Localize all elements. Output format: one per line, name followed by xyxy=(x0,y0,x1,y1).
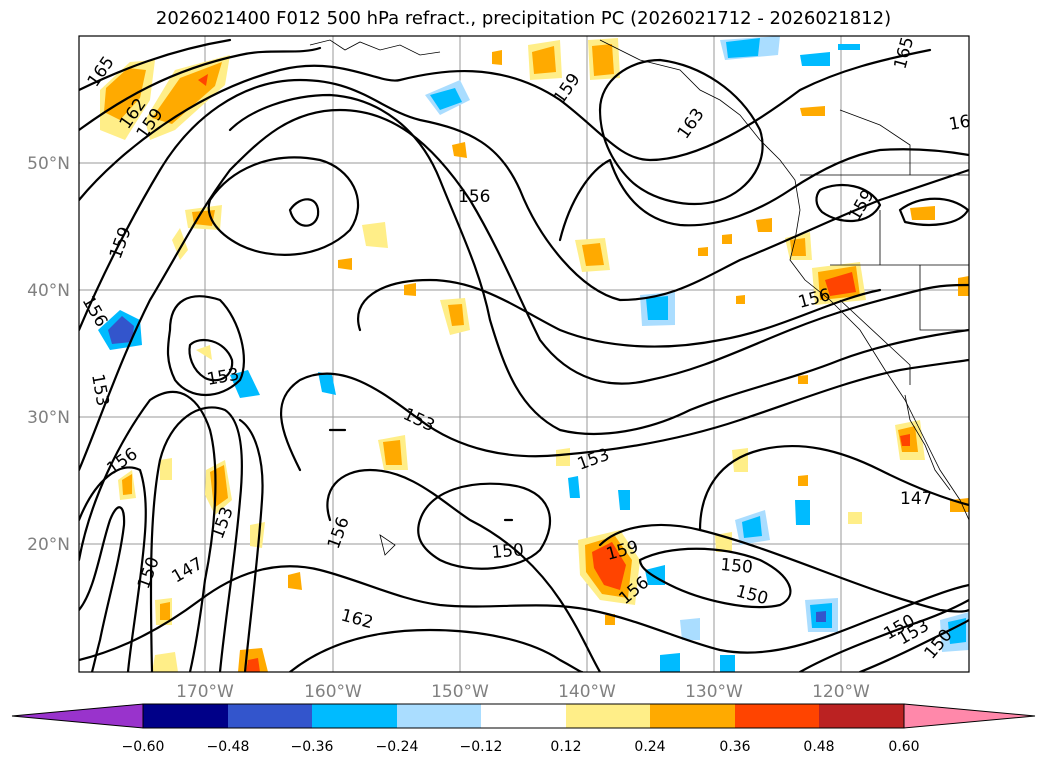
contour-label: 159 xyxy=(106,224,136,261)
contour-label: 147 xyxy=(169,554,207,588)
contour-label: 153 xyxy=(400,404,438,436)
colorbar-tick: 0.24 xyxy=(634,739,665,755)
colorbar-tick: −0.24 xyxy=(376,739,419,755)
refractivity-contours xyxy=(79,38,969,672)
lat-label: 40°N xyxy=(27,281,70,301)
contour-label: 153 xyxy=(87,372,112,407)
colorbar-tick: −0.12 xyxy=(460,739,503,755)
contour-label: 150 xyxy=(720,555,754,578)
contour-label: 150 xyxy=(134,554,164,591)
contour-label: 153 xyxy=(575,445,612,475)
lat-label: 20°N xyxy=(27,535,70,555)
lat-label: 50°N xyxy=(27,154,70,174)
contour-label: 159 xyxy=(845,186,879,224)
colorbar-tick: 0.36 xyxy=(719,739,750,755)
colorbar-swatch xyxy=(397,704,481,728)
lon-label: 160°W xyxy=(304,682,362,702)
lon-label: 120°W xyxy=(812,682,870,702)
colorbar-swatch xyxy=(11,703,144,729)
contour-label: 160 xyxy=(947,110,982,135)
colorbar-swatch xyxy=(481,704,566,728)
lon-label: 130°W xyxy=(685,682,743,702)
contour-labels: 165 162 159 159 156 153 153 156 150 147 … xyxy=(79,35,982,663)
contour-label: 163 xyxy=(674,105,709,143)
lon-label: 140°W xyxy=(558,682,616,702)
colorbar-swatch xyxy=(143,704,228,728)
contour-label: 150 xyxy=(491,540,525,563)
contour-label: 156 xyxy=(324,514,354,551)
map-frame xyxy=(78,35,970,673)
colorbar-tick: −0.36 xyxy=(291,739,334,755)
lon-label: 170°W xyxy=(176,682,234,702)
lon-label: 150°W xyxy=(431,682,489,702)
colorbar-swatch xyxy=(312,704,397,728)
lat-label: 30°N xyxy=(27,408,70,428)
colorbar-swatch xyxy=(735,704,819,728)
colorbar-swatch xyxy=(819,704,904,728)
colorbar-tick: −0.60 xyxy=(122,739,165,755)
coastlines xyxy=(309,39,969,556)
contour-label: 156 xyxy=(103,444,141,479)
colorbar-swatch xyxy=(566,704,650,728)
colorbar-tick: −0.48 xyxy=(207,739,250,755)
contour-label: 165 xyxy=(891,35,919,72)
colorbar-tick: 0.48 xyxy=(803,739,834,755)
colorbar-swatch xyxy=(903,703,1036,729)
contour-label: 153 xyxy=(208,504,238,541)
colorbar: −0.60 −0.48 −0.36 −0.24 −0.12 0.12 0.24 … xyxy=(11,703,1036,755)
contour-label: 147 xyxy=(900,489,932,509)
map-title: 2026021400 F012 500 hPa refract., precip… xyxy=(155,8,892,29)
colorbar-swatch xyxy=(650,704,735,728)
contour-label: 162 xyxy=(339,606,376,634)
contour-label: 156 xyxy=(796,285,833,313)
colorbar-tick: 0.12 xyxy=(550,739,581,755)
contour-label: 156 xyxy=(458,187,490,207)
colorbar-swatch xyxy=(228,704,312,728)
colorbar-tick: 0.60 xyxy=(888,739,919,755)
